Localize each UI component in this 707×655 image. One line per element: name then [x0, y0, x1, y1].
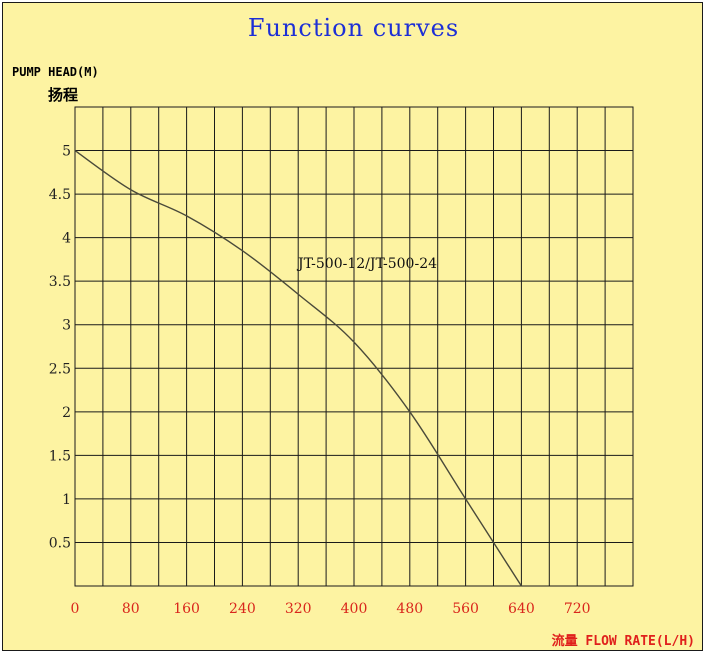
x-tick-label: 320 [285, 601, 312, 617]
y-tick-label: 2.5 [49, 361, 71, 377]
y-axis-label-chinese: 扬程 [48, 86, 79, 104]
x-tick-label: 400 [341, 601, 368, 617]
y-tick-label: 4 [62, 231, 71, 247]
x-tick-label: 480 [396, 601, 423, 617]
x-tick-label: 0 [71, 601, 80, 617]
y-tick-label: 2 [62, 405, 71, 421]
x-tick-label: 240 [229, 601, 256, 617]
x-tick-label: 160 [173, 601, 200, 617]
y-tick-label: 0.5 [49, 535, 71, 551]
x-axis-label: 流量 FLOW RATE(L/H) [551, 634, 695, 649]
y-tick-label: 5 [62, 144, 71, 160]
series-line [74, 149, 522, 587]
y-tick-label: 3.5 [49, 274, 71, 290]
x-tick-label: 640 [508, 601, 535, 617]
y-tick-label: 1.5 [49, 448, 71, 464]
x-tick-label: 560 [452, 601, 479, 617]
y-tick-label: 3 [62, 318, 71, 334]
y-axis-label: PUMP HEAD(M) [12, 65, 99, 79]
y-tick-label: 4.5 [49, 187, 71, 203]
x-tick-label: 720 [564, 601, 591, 617]
x-tick-label: 80 [122, 601, 140, 617]
y-tick-label: 1 [62, 492, 71, 508]
series-label: JT-500-12/JT-500-24 [296, 256, 437, 272]
chart-title: Function curves [247, 14, 460, 42]
